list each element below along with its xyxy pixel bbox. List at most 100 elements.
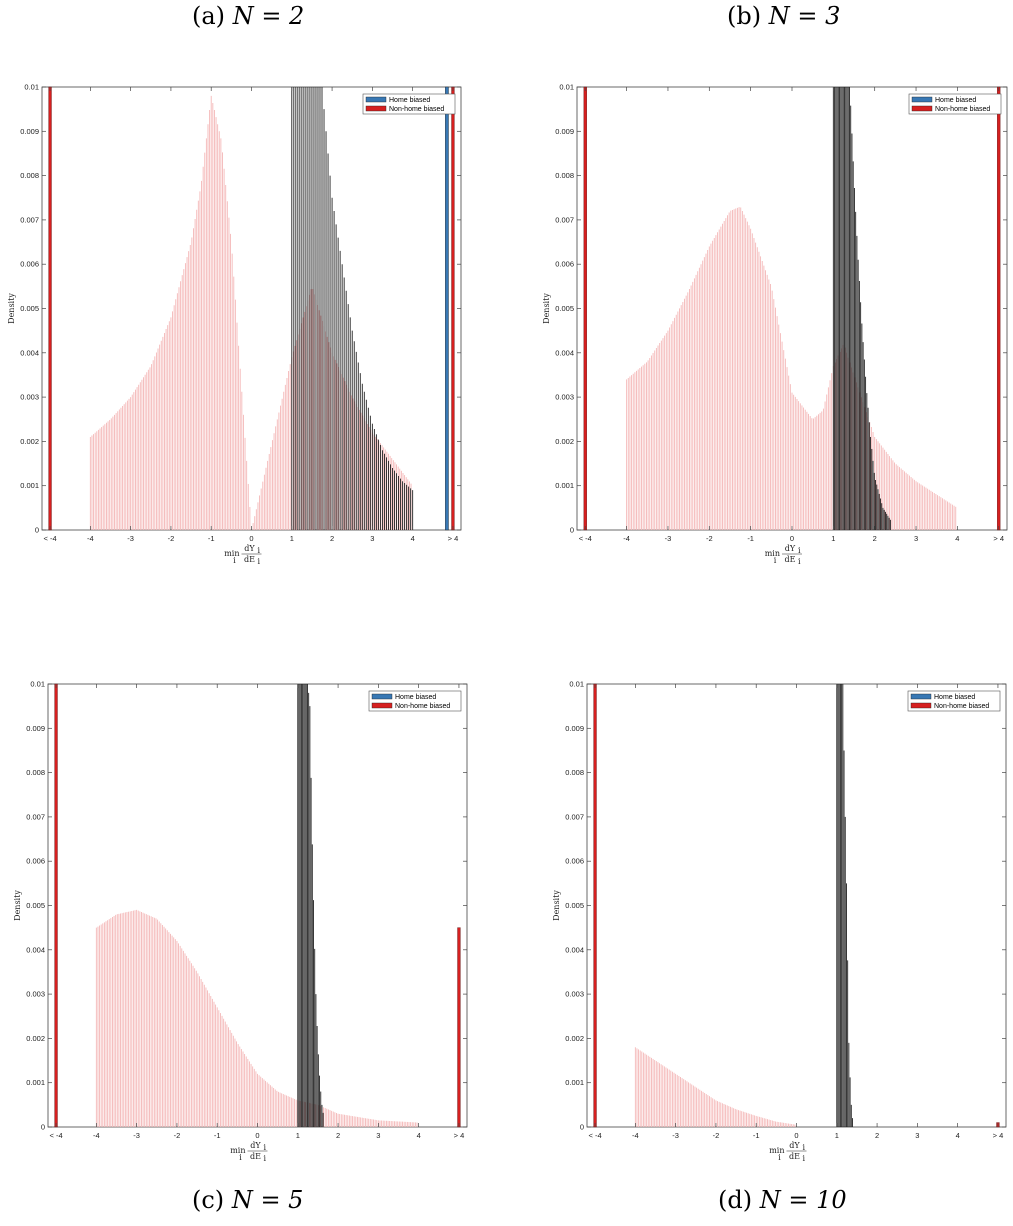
series-home-biased [291,87,414,530]
x-label-num-sub: i [258,546,261,555]
legend-label-nonhome: Non-home biased [395,703,450,710]
x-tick-label: 3 [376,1131,380,1140]
chart-panel: 0 0.001 0.002 0.003 0.004 0.005 0.006 0.007 0.00… [552,680,1007,1163]
x-tick-label: > 4 [993,1131,1004,1140]
legend-label-home: Home biased [935,97,976,104]
y-tick-label: 0.003 [20,393,39,402]
x-tick-label: > 4 [993,534,1004,543]
y-tick-label: 0.01 [24,83,39,92]
y-tick-label: 0.008 [565,768,584,777]
y-tick-label: 0.002 [20,437,39,446]
x-tick-label: -3 [133,1131,140,1140]
caption-math: N = 5 [231,1186,304,1214]
x-tick-label: 3 [915,1131,919,1140]
x-tick-label: -3 [672,1131,679,1140]
series-home-biased [297,684,324,1127]
y-tick-label: 0.006 [26,857,45,866]
y-tick-label: 0.003 [565,990,584,999]
bar-nonhome-tail-low [54,683,58,1128]
y-tick-label: 0.01 [569,680,584,689]
x-label-den-sub: i [258,557,261,566]
y-tick-label: 0.002 [26,1034,45,1043]
chart-panel: 0 0.001 0.002 0.003 0.004 0.005 0.006 0.007 0.00… [542,83,1008,566]
bar-nonhome-tail-high [997,86,1001,531]
y-tick-label: 0 [35,526,39,535]
x-tick-label: -2 [168,534,175,543]
chart-panel: 0 0.001 0.002 0.003 0.004 0.005 0.006 0.007 0.00… [13,680,468,1163]
x-tick-label: -3 [127,534,134,543]
legend-swatch-nonhome [910,702,932,709]
y-tick-label: 0.004 [555,348,574,357]
x-label-sub: i [778,1153,781,1162]
x-tick-label: 1 [835,1131,839,1140]
x-tick-label: < -4 [588,1131,601,1140]
y-tick-label: 0.009 [555,127,574,136]
y-tick-label: 0.005 [20,304,39,313]
x-tick-label: 4 [411,534,415,543]
legend-swatch-nonhome [911,105,933,112]
x-tick-label: 0 [249,534,253,543]
y-tick-label: 0.01 [30,680,45,689]
x-tick-label: 3 [370,534,374,543]
bar-nonhome-tail-high [457,927,461,1128]
legend: Home biased Non-home biased [362,93,456,115]
legend-swatch-home [371,693,393,700]
x-label-den-sub: i [798,557,801,566]
caption-label: (c) [192,1186,225,1214]
x-tick-label: < -4 [579,534,592,543]
legend-label-nonhome: Non-home biased [935,106,990,113]
caption-math: N = 2 [232,2,305,30]
y-tick-label: 0.002 [565,1034,584,1043]
x-tick-label: 4 [955,534,959,543]
chart-panel: 0 0.001 0.002 0.003 0.004 0.005 0.006 0.007 0.00… [7,83,462,566]
y-tick-label: 0.006 [555,260,574,269]
legend-label-nonhome: Non-home biased [934,703,989,710]
x-label-den: dE [244,555,255,564]
x-label-sub: i [239,1153,242,1162]
x-tick-label: 1 [296,1131,300,1140]
y-tick-label: 0.002 [555,437,574,446]
x-label-min: min [769,1146,784,1155]
caption-label: (a) [192,2,226,30]
caption-math: N = 10 [759,1186,847,1214]
legend: Home biased Non-home biased [907,690,1001,712]
x-tick-label: < -4 [49,1131,62,1140]
x-tick-label: 1 [290,534,294,543]
bar-home-tail-high [445,86,449,531]
y-tick-label: 0.006 [20,260,39,269]
y-tick-label: 0.006 [565,857,584,866]
x-label-min: min [765,549,780,558]
legend-swatch-nonhome [371,702,393,709]
series-nonhome-biased [95,909,418,1127]
x-label-min: min [230,1146,245,1155]
x-tick-label: 0 [794,1131,798,1140]
x-label-min: min [224,549,239,558]
y-tick-label: 0.001 [555,481,574,490]
x-tick-label: -1 [208,534,215,543]
y-tick-label: 0.005 [26,901,45,910]
x-label-den: dE [785,555,796,564]
caption-label: (d) [718,1186,753,1214]
legend: Home biased Non-home biased [908,93,1002,115]
y-tick-label: 0.001 [26,1078,45,1087]
x-tick-label: 2 [875,1131,879,1140]
series-nonhome-biased [634,1047,796,1127]
legend-label-home: Home biased [934,694,975,701]
x-tick-label: 4 [417,1131,421,1140]
bar-nonhome-tail-low [583,86,587,531]
x-label-den: dE [250,1152,261,1161]
y-tick-label: 0 [41,1123,45,1132]
legend-label-nonhome: Non-home biased [389,106,444,113]
legend-label-home: Home biased [389,97,430,104]
y-tick-label: 0.009 [565,724,584,733]
x-tick-label: > 4 [448,534,459,543]
y-tick-label: 0.007 [26,812,45,821]
y-tick-label: 0.008 [26,768,45,777]
x-tick-label: -1 [214,1131,221,1140]
y-tick-label: 0 [580,1123,584,1132]
y-axis-label: Density [7,293,16,324]
y-axis-label: Density [552,890,561,921]
bar-nonhome-tail-low [48,86,52,531]
